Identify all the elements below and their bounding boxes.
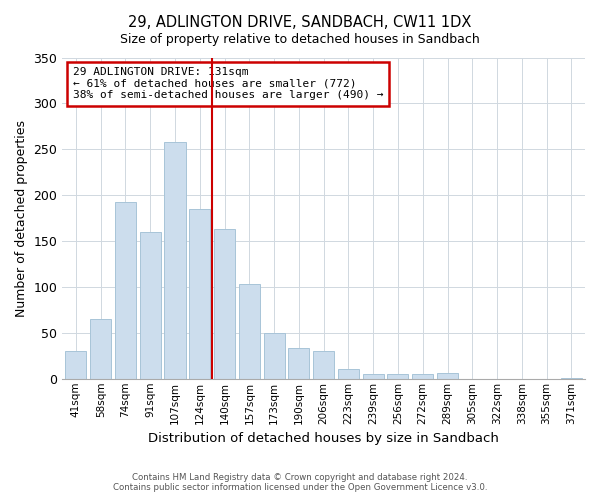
Bar: [388, 374, 409, 379]
Bar: [338, 368, 359, 379]
Bar: [412, 374, 433, 379]
Text: 29, ADLINGTON DRIVE, SANDBACH, CW11 1DX: 29, ADLINGTON DRIVE, SANDBACH, CW11 1DX: [128, 15, 472, 30]
Bar: [362, 374, 384, 379]
Y-axis label: Number of detached properties: Number of detached properties: [15, 120, 28, 316]
Bar: [239, 284, 260, 379]
Bar: [437, 374, 458, 379]
Bar: [313, 351, 334, 379]
Bar: [164, 142, 185, 379]
Bar: [189, 209, 211, 379]
Text: Size of property relative to detached houses in Sandbach: Size of property relative to detached ho…: [120, 32, 480, 46]
Bar: [561, 378, 582, 379]
Text: 29 ADLINGTON DRIVE: 131sqm
← 61% of detached houses are smaller (772)
38% of sem: 29 ADLINGTON DRIVE: 131sqm ← 61% of deta…: [73, 67, 383, 100]
Text: Contains HM Land Registry data © Crown copyright and database right 2024.
Contai: Contains HM Land Registry data © Crown c…: [113, 473, 487, 492]
Bar: [140, 232, 161, 379]
Bar: [263, 333, 284, 379]
Bar: [214, 229, 235, 379]
Bar: [65, 351, 86, 379]
Bar: [90, 319, 111, 379]
Bar: [289, 348, 310, 379]
Bar: [115, 202, 136, 379]
X-axis label: Distribution of detached houses by size in Sandbach: Distribution of detached houses by size …: [148, 432, 499, 445]
